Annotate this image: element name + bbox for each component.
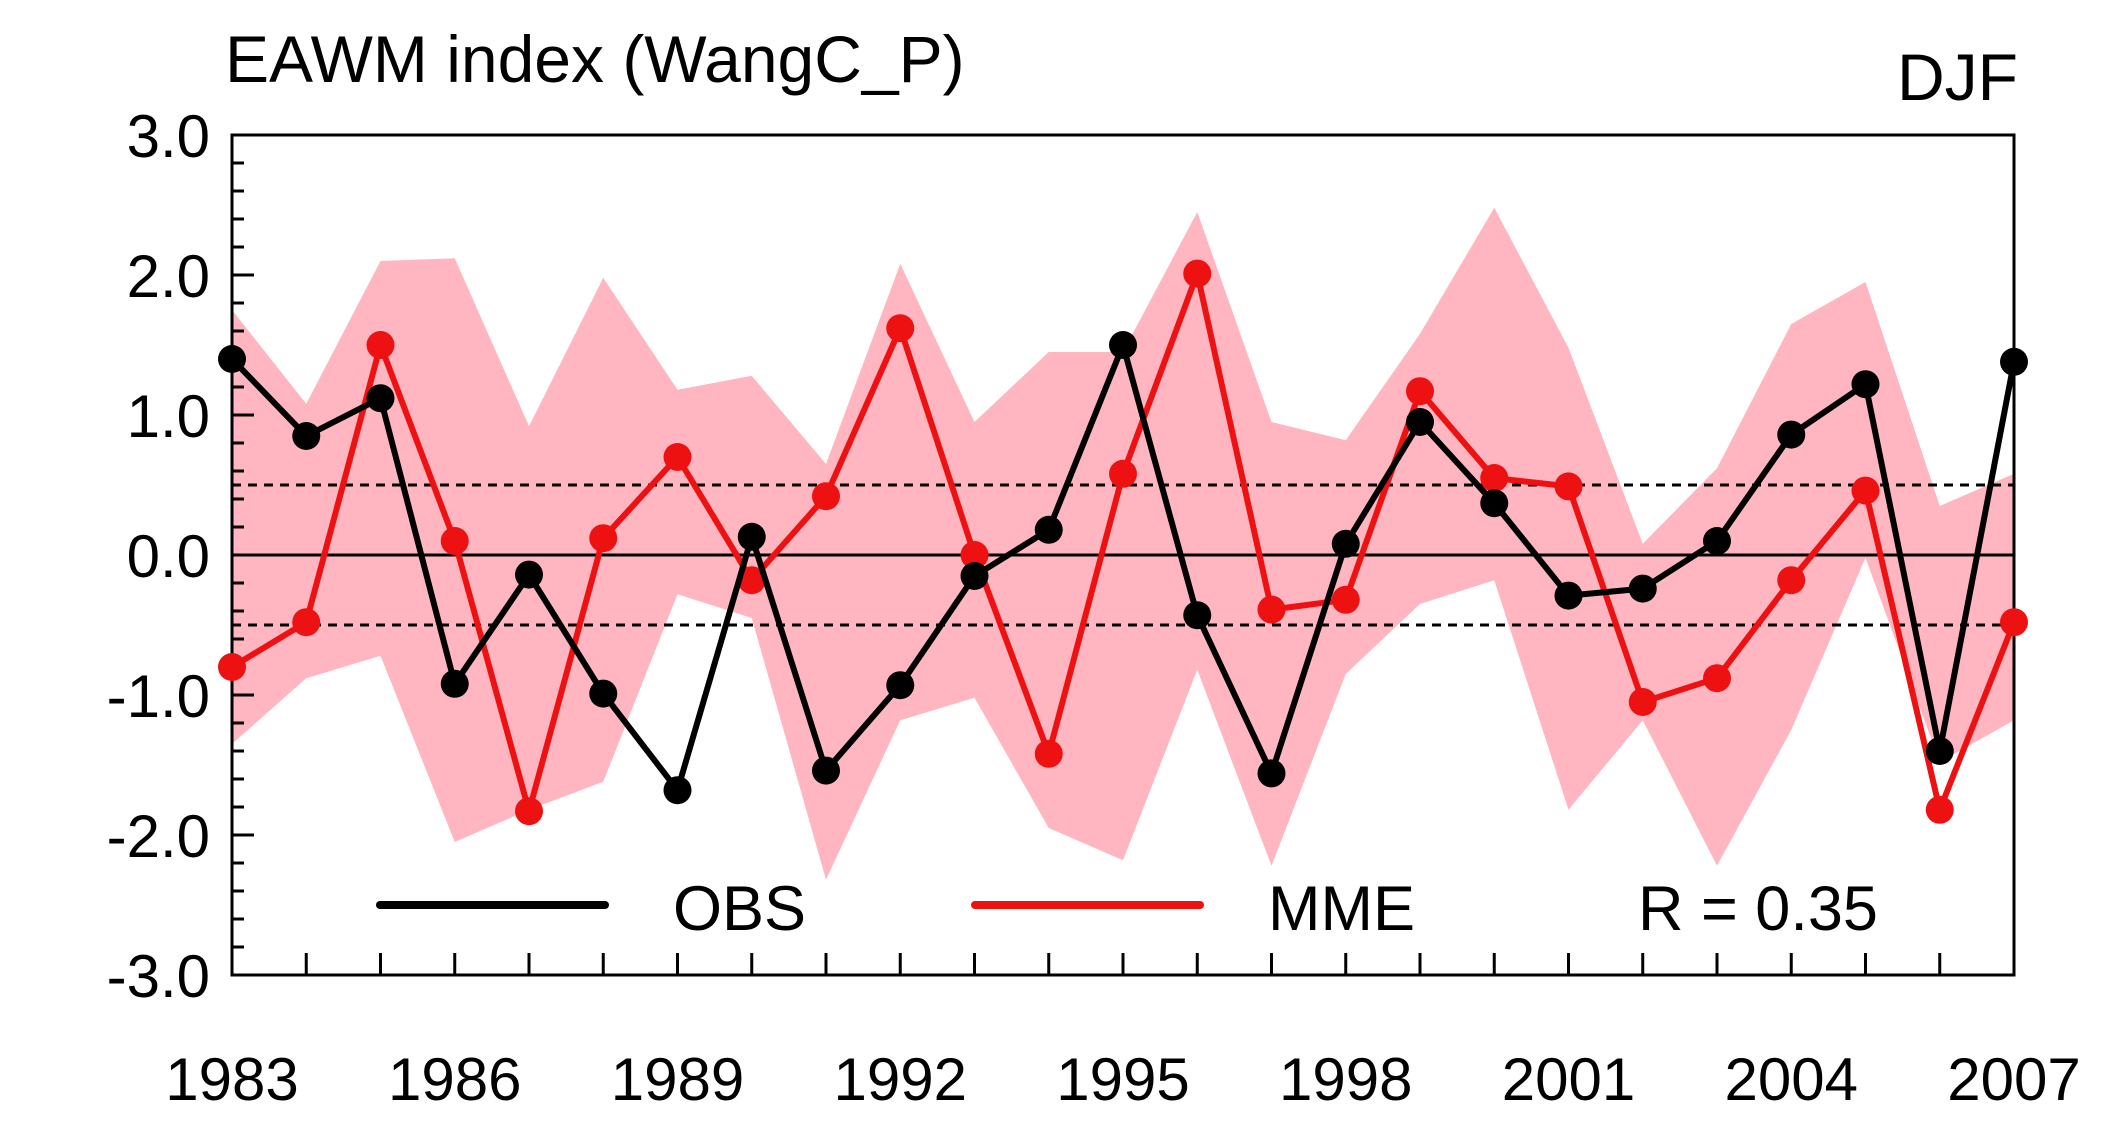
chart-title: EAWM index (WangC_P): [225, 22, 965, 96]
obs-point: [1628, 574, 1657, 603]
x-tick-label: 2001: [1502, 1046, 1635, 1113]
y-tick-label: 3.0: [127, 103, 210, 170]
mme-point: [2000, 608, 2028, 637]
mme-point: [218, 653, 246, 681]
mme-point: [812, 482, 840, 511]
legend: OBS MME R = 0.35: [376, 874, 1878, 944]
mme-point: [440, 527, 469, 555]
obs-point: [589, 679, 618, 708]
obs-point: [737, 522, 766, 551]
obs-point: [292, 422, 321, 450]
mme-point: [1628, 688, 1657, 716]
obs-point: [960, 562, 989, 590]
mme-point: [1406, 377, 1434, 406]
obs-point: [218, 345, 246, 373]
obs-point: [440, 669, 469, 698]
mme-point: [1109, 459, 1137, 488]
obs-point: [2000, 347, 2028, 376]
mme-point: [292, 608, 321, 637]
x-tick-label: 1989: [611, 1046, 744, 1113]
mme-point: [1851, 476, 1880, 505]
obs-point: [1183, 601, 1212, 630]
obs-point: [1034, 515, 1063, 544]
mme-point: [1777, 566, 1806, 595]
obs-point: [1109, 331, 1137, 359]
y-tick-label: -3.0: [107, 943, 210, 1010]
mme-point: [1554, 472, 1583, 501]
obs-point: [1925, 737, 1954, 765]
obs-point: [663, 776, 692, 805]
y-tick-label: 0.0: [127, 523, 210, 590]
obs-point: [1777, 420, 1806, 449]
y-tick-label: 2.0: [127, 243, 210, 310]
obs-point: [1703, 527, 1731, 555]
obs-point: [515, 560, 543, 589]
plot-area: 3.0 2.0 1.0 0.0 -1.0 -2.0 -3.0 1983 1986 1989 1992…: [107, 103, 2081, 1113]
x-tick-label: 1983: [165, 1046, 298, 1113]
mme-spread-band: [232, 207, 2014, 880]
mme-point: [960, 541, 989, 569]
x-tick-label: 2004: [1725, 1046, 1858, 1113]
x-tick-label: 1986: [388, 1046, 521, 1113]
y-tick-label: -2.0: [107, 803, 210, 870]
mme-point: [366, 331, 395, 359]
obs-point: [1851, 370, 1880, 399]
mme-point: [1183, 259, 1212, 288]
obs-point: [886, 671, 915, 700]
obs-point: [1406, 408, 1434, 436]
obs-point: [1480, 489, 1509, 518]
mme-point: [1331, 585, 1360, 614]
y-tick-label: -1.0: [107, 663, 210, 730]
correlation-annotation: R = 0.35: [1638, 874, 1878, 944]
mme-point: [1034, 739, 1063, 768]
obs-point: [1554, 581, 1583, 610]
x-tick-label: 1992: [834, 1046, 967, 1113]
legend-label-obs: OBS: [673, 874, 806, 944]
mme-point: [1925, 795, 1954, 824]
mme-point: [1480, 464, 1509, 492]
x-tick-label: 2007: [1947, 1046, 2080, 1113]
obs-point: [1331, 529, 1360, 558]
x-tick-label: 1995: [1056, 1046, 1189, 1113]
mme-point: [886, 314, 915, 343]
x-tick-label: 1998: [1279, 1046, 1412, 1113]
legend-label-mme: MME: [1268, 874, 1415, 944]
mme-point: [663, 443, 692, 471]
y-tick-label: 1.0: [127, 383, 210, 450]
mme-point: [1257, 595, 1286, 624]
obs-point: [366, 384, 395, 413]
mme-point: [737, 566, 766, 595]
mme-point: [589, 524, 618, 553]
season-label: DJF: [1897, 40, 2018, 114]
obs-point: [812, 756, 840, 785]
mme-point: [515, 797, 543, 826]
obs-point: [1257, 759, 1286, 788]
mme-point: [1703, 664, 1731, 693]
